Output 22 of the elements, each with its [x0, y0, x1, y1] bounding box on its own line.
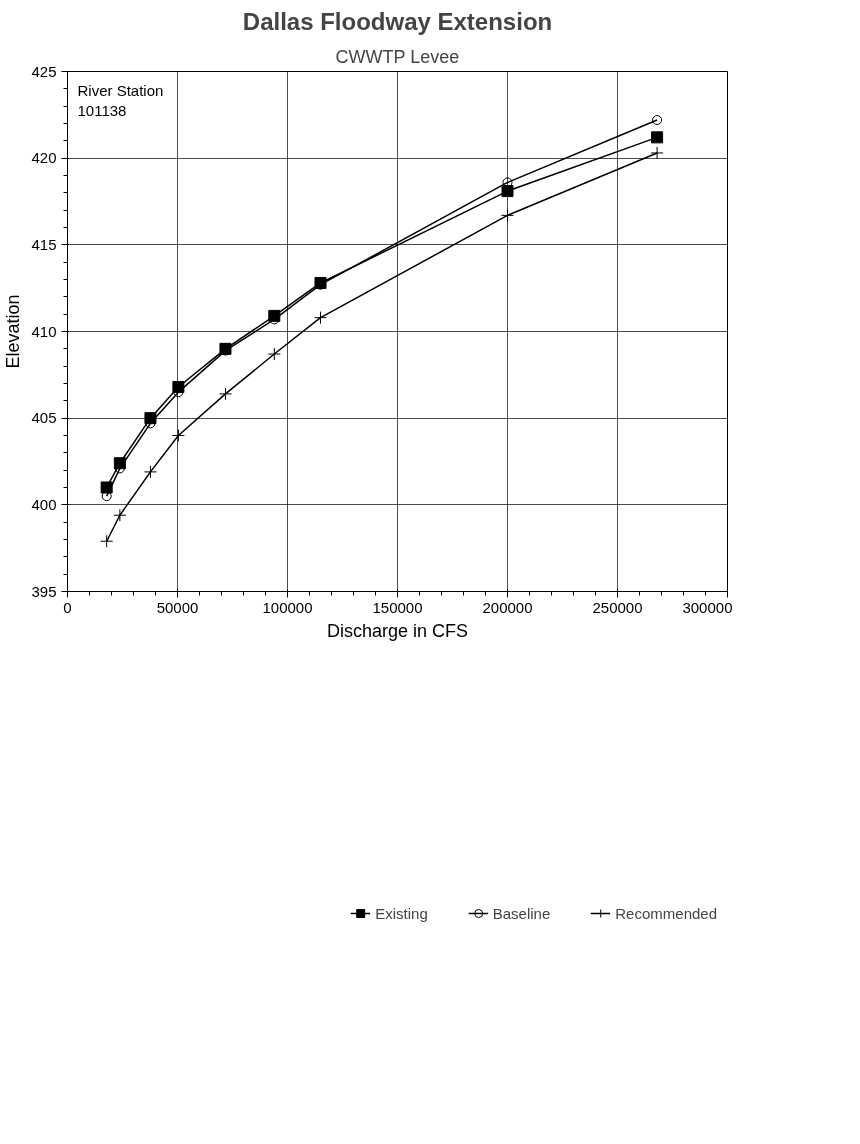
legend-label: Existing [375, 904, 428, 922]
x-tick-label: 300000 [682, 598, 733, 616]
y-axis-title: Elevation [3, 294, 24, 369]
y-tick-label: 400 [31, 495, 57, 513]
x-tick-label: 150000 [372, 598, 423, 616]
x-tick-label: 100000 [262, 598, 313, 616]
y-tick-label: 395 [31, 582, 57, 600]
legend-label: Recommended [615, 904, 717, 922]
x-tick-label: 200000 [482, 598, 533, 616]
annotation: River Station 101138 [77, 81, 164, 119]
y-tick-label: 425 [31, 62, 57, 80]
y-tick-label: 420 [31, 149, 57, 167]
legend-label: Baseline [492, 904, 551, 922]
y-tick-label: 410 [31, 322, 57, 340]
x-tick-label: 0 [63, 598, 72, 616]
chart-subtitle: CWWTP Levee [335, 46, 460, 67]
y-tick-label: 415 [31, 235, 57, 253]
x-axis-title: Discharge in CFS [326, 620, 469, 641]
x-tick-label: 50000 [156, 598, 199, 616]
x-tick-label: 250000 [592, 598, 643, 616]
chart-title: Dallas Floodway Extension [242, 7, 553, 35]
y-tick-label: 405 [31, 409, 57, 427]
